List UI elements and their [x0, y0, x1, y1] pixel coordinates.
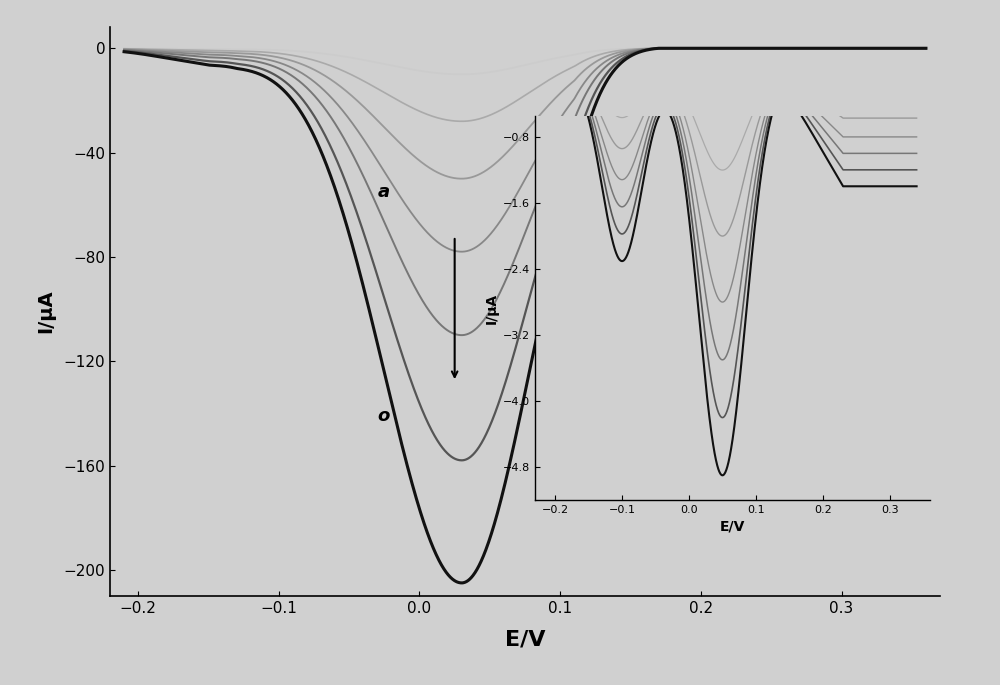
Y-axis label: I/μA: I/μA [36, 290, 55, 334]
Y-axis label: I/μA: I/μA [485, 292, 499, 324]
X-axis label: E/V: E/V [505, 630, 545, 649]
Text: a: a [377, 183, 389, 201]
X-axis label: E/V: E/V [720, 519, 745, 533]
Text: o: o [377, 407, 390, 425]
